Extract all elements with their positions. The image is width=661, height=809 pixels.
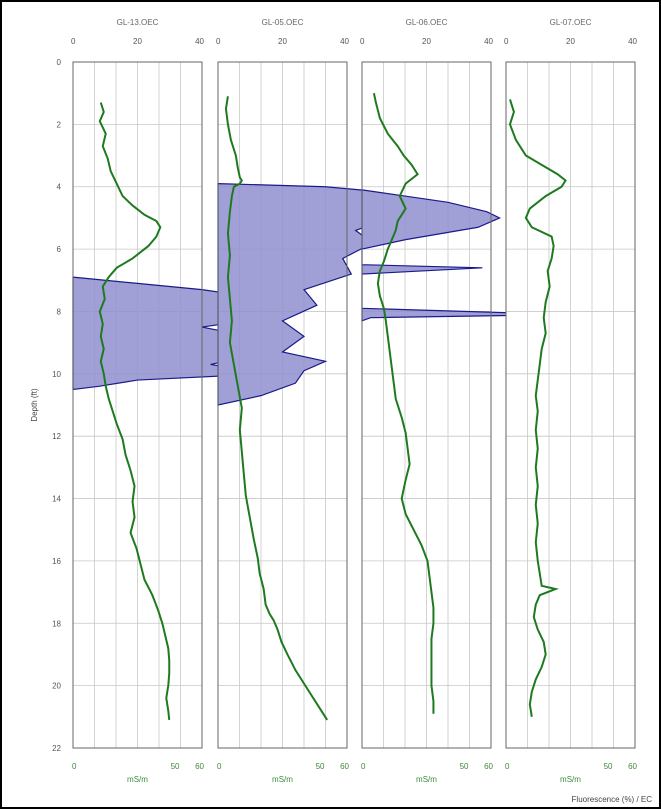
y-axis-label: Depth (ft) bbox=[30, 388, 39, 422]
bottom-tick-label: 50 bbox=[171, 762, 180, 771]
panel-border bbox=[361, 61, 492, 749]
top-tick-label: 0 bbox=[360, 37, 365, 46]
bottom-tick-label: 0 bbox=[361, 762, 366, 771]
y-tick-label: 8 bbox=[57, 307, 62, 316]
panel-title: GL-05.OEC bbox=[262, 18, 304, 27]
panel-title: GL-07.OEC bbox=[550, 18, 592, 27]
panel-border bbox=[505, 61, 636, 749]
bottom-tick-label: 0 bbox=[217, 762, 222, 771]
y-tick-label: 20 bbox=[52, 682, 61, 691]
top-tick-label: 40 bbox=[484, 37, 493, 46]
x-axis-unit-label: mS/m bbox=[560, 775, 581, 784]
y-tick-label: 4 bbox=[57, 183, 62, 192]
x-axis-unit-label: mS/m bbox=[272, 775, 293, 784]
panel-border bbox=[72, 61, 203, 749]
x-axis-unit-label: mS/m bbox=[416, 775, 437, 784]
y-tick-label: 10 bbox=[52, 370, 61, 379]
bottom-tick-label: 60 bbox=[628, 762, 637, 771]
top-tick-label: 0 bbox=[216, 37, 221, 46]
y-tick-label: 14 bbox=[52, 495, 61, 504]
top-tick-label: 40 bbox=[195, 37, 204, 46]
y-tick-label: 16 bbox=[52, 557, 61, 566]
bottom-tick-label: 60 bbox=[195, 762, 204, 771]
bottom-tick-label: 0 bbox=[72, 762, 77, 771]
x-axis-unit-label: mS/m bbox=[127, 775, 148, 784]
ec-line bbox=[224, 96, 328, 721]
panel-title: GL-06.OEC bbox=[406, 18, 448, 27]
y-tick-label: 2 bbox=[57, 120, 62, 129]
top-tick-label: 20 bbox=[278, 37, 287, 46]
top-tick-label: 0 bbox=[504, 37, 509, 46]
top-tick-label: 20 bbox=[133, 37, 142, 46]
top-tick-label: 20 bbox=[422, 37, 431, 46]
top-tick-label: 40 bbox=[340, 37, 349, 46]
bottom-tick-label: 50 bbox=[460, 762, 469, 771]
ec-line bbox=[372, 92, 435, 714]
bottom-tick-label: 0 bbox=[505, 762, 510, 771]
bottom-tick-label: 60 bbox=[484, 762, 493, 771]
top-tick-label: 0 bbox=[71, 37, 76, 46]
footnote: Fluorescence (%) / EC bbox=[572, 795, 653, 804]
panel-title: GL-13.OEC bbox=[117, 18, 159, 27]
ec-line bbox=[508, 99, 567, 717]
top-tick-label: 40 bbox=[628, 37, 637, 46]
y-tick-label: 18 bbox=[52, 619, 61, 628]
panel-border bbox=[217, 61, 348, 749]
bottom-tick-label: 60 bbox=[340, 762, 349, 771]
y-tick-label: 12 bbox=[52, 432, 61, 441]
y-tick-label: 22 bbox=[52, 744, 61, 753]
bottom-tick-label: 50 bbox=[316, 762, 325, 771]
bottom-tick-label: 50 bbox=[604, 762, 613, 771]
ec-line bbox=[98, 102, 171, 721]
y-tick-label: 0 bbox=[57, 58, 62, 67]
top-tick-label: 20 bbox=[566, 37, 575, 46]
y-tick-label: 6 bbox=[57, 245, 62, 254]
